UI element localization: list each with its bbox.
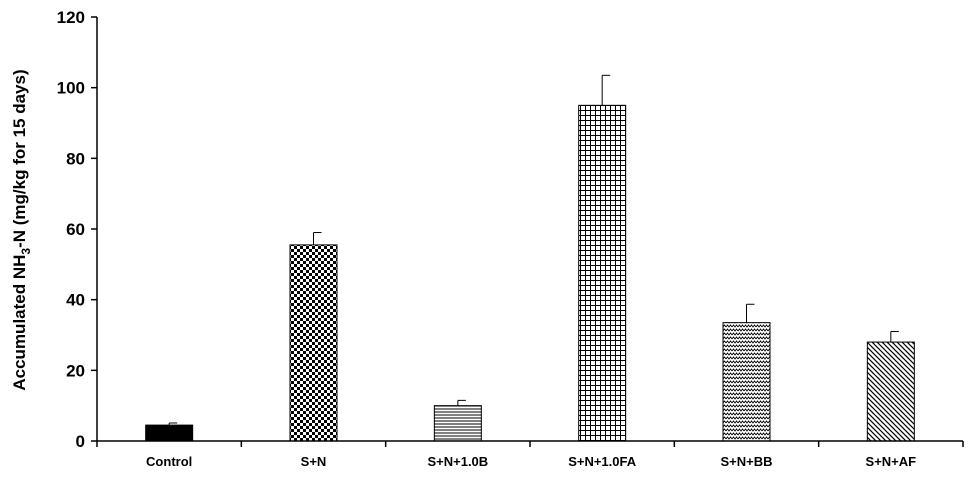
bar-control xyxy=(145,424,194,442)
y-tick-label: 60 xyxy=(66,220,85,239)
x-category-label: S+N+1.0B xyxy=(427,454,488,469)
bar-s-n-bb xyxy=(722,322,771,442)
y-axis-ticks: 0 20 40 60 80 100 120 xyxy=(57,8,97,451)
x-category-label: S+N xyxy=(301,454,327,469)
x-category-label: S+N+BB xyxy=(720,454,772,469)
bars xyxy=(145,104,915,442)
y-axis-title-part1: Accumulated NH xyxy=(10,255,29,391)
bar-s-n xyxy=(289,244,338,442)
y-tick-label: 80 xyxy=(66,149,85,168)
y-tick-label: 40 xyxy=(66,291,85,310)
y-tick-label: 20 xyxy=(66,361,85,380)
bar-s-n-af xyxy=(866,341,915,442)
y-axis-title: Accumulated NH3-N (mg/kg for 15 days) xyxy=(10,69,33,390)
svg-text:Accumulated NH3-N (mg/kg for 1: Accumulated NH3-N (mg/kg for 15 days) xyxy=(10,69,33,390)
y-axis-title-part2: -N (mg/kg for 15 days) xyxy=(10,69,29,248)
x-category-label: Control xyxy=(146,454,192,469)
x-axis-ticks: Control S+N S+N+1.0B S+N+1.0FA S+N+BB S+N+AF xyxy=(96,441,964,469)
y-tick-label: 120 xyxy=(57,8,85,27)
x-category-label: S+N+AF xyxy=(866,454,917,469)
bar-s-n-1-0fa xyxy=(578,104,627,442)
error-bars xyxy=(168,74,899,426)
bar-s-n-1-0b xyxy=(433,405,482,442)
x-category-label: S+N+1.0FA xyxy=(568,454,637,469)
y-tick-label: 100 xyxy=(57,79,85,98)
y-axis-title-subscript: 3 xyxy=(19,248,33,255)
y-tick-label: 0 xyxy=(76,432,85,451)
